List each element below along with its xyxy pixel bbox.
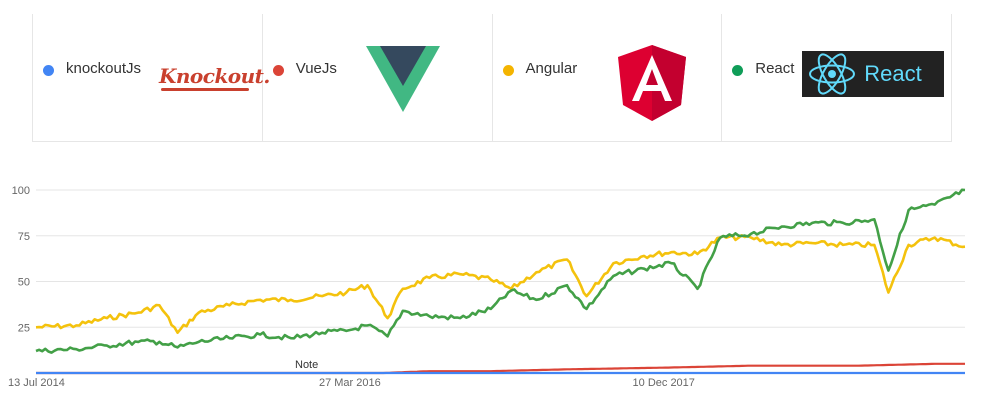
- angular-logo: [617, 45, 686, 121]
- legend-item-vuejs[interactable]: VueJs: [263, 14, 493, 141]
- knockout-logo-underline: [161, 88, 249, 91]
- series-line-vuejs[interactable]: [36, 362, 965, 375]
- legend-dot-knockoutjs: [43, 65, 54, 76]
- knockout-logo: Knockout.: [159, 64, 270, 88]
- y-tick-label: 100: [12, 185, 30, 197]
- series-line-angular[interactable]: [35, 233, 966, 334]
- x-tick-label: 13 Jul 2014: [8, 377, 65, 389]
- legend-label-angular: Angular: [525, 60, 578, 77]
- x-tick-label: 10 Dec 2017: [633, 377, 695, 389]
- x-tick-label: 27 Mar 2016: [319, 377, 381, 389]
- legend-label-react: React: [755, 60, 795, 77]
- react-logo-text: React: [864, 61, 922, 86]
- chart-series: [35, 188, 966, 375]
- legend-item-react[interactable]: React React: [722, 14, 951, 141]
- trend-line-chart: 25 50 75 100 13 Jul 2014 27 Mar 2016 10 Dec 2…: [8, 185, 966, 389]
- react-atom-icon: [809, 53, 856, 95]
- legend-dot-angular: [502, 65, 514, 76]
- legend-item-knockoutjs[interactable]: knockoutJs Knockout.: [33, 14, 270, 141]
- annotation-note[interactable]: Note: [295, 359, 318, 371]
- y-tick-label: 25: [18, 322, 30, 334]
- chart-legend: knockoutJs Knockout. VueJs Angular React: [32, 14, 952, 142]
- legend-label-knockoutjs: knockoutJs: [66, 60, 142, 77]
- vue-logo: [365, 46, 440, 112]
- y-tick-label: 50: [18, 277, 30, 289]
- legend-dot-vuejs: [272, 65, 284, 76]
- react-logo: React: [802, 51, 945, 97]
- series-line-react[interactable]: [35, 188, 966, 354]
- legend-dot-react: [732, 65, 744, 76]
- legend-label-vuejs: VueJs: [295, 60, 337, 77]
- x-axis-tick-labels: 13 Jul 2014 27 Mar 2016 10 Dec 2017: [8, 377, 695, 389]
- y-axis-tick-labels: 25 50 75 100: [12, 185, 30, 334]
- y-tick-label: 75: [18, 231, 30, 243]
- legend-item-angular[interactable]: Angular: [493, 14, 723, 141]
